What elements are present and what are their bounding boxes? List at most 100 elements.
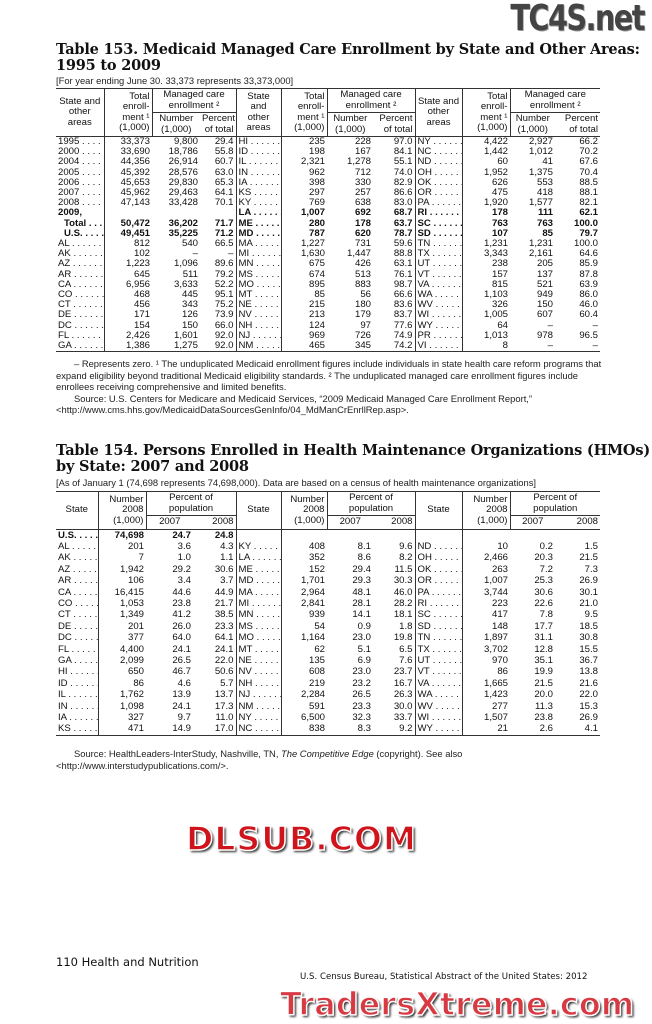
- state-label: 2008: [56, 198, 104, 208]
- percent: 71.7: [214, 218, 234, 229]
- header-state: State and other areas: [235, 88, 281, 137]
- total: 219: [280, 677, 327, 690]
- state-label: RI: [414, 208, 462, 219]
- total: 21: [461, 723, 510, 736]
- number: 21.5: [534, 677, 553, 689]
- percent: 18.1: [393, 609, 413, 621]
- percent: 75.2: [214, 300, 234, 311]
- total: 2,841: [280, 597, 327, 610]
- table-row: CO468 445 95.1MT85 56 66.6WA1,103 949 86.0: [56, 290, 600, 301]
- number: 11.3: [535, 700, 553, 712]
- total: 201: [97, 540, 146, 553]
- number: 692: [354, 208, 371, 219]
- percent: 30.6: [214, 563, 234, 575]
- state-label: DE: [56, 310, 104, 320]
- total: 3,744: [461, 586, 510, 598]
- total: 475: [461, 188, 510, 199]
- header-number: Number 2008 (1,000): [461, 491, 510, 530]
- header-state: State and other areas: [414, 88, 462, 137]
- state-label: MN: [235, 259, 281, 270]
- number: 6.9: [357, 654, 371, 666]
- percent: 24.8: [214, 529, 234, 541]
- percent: 24.1: [214, 643, 234, 655]
- total: 2,321: [280, 157, 327, 168]
- number: 607: [536, 310, 553, 321]
- number: 44.6: [172, 586, 191, 598]
- state-label: MD: [235, 228, 281, 240]
- state-label: U.S.: [56, 529, 98, 541]
- state-label: OR: [414, 188, 462, 199]
- percent: 85.9: [579, 259, 598, 270]
- percent: 63.0: [214, 167, 234, 178]
- state-label: 2005: [56, 168, 104, 178]
- percent: 21.0: [579, 597, 598, 609]
- state-label: CA: [56, 587, 98, 598]
- state-label: NE: [235, 300, 281, 311]
- state-label: NV: [235, 310, 281, 321]
- state-label: NM: [235, 700, 281, 712]
- number: 638: [354, 198, 371, 209]
- state-label: DE: [56, 621, 98, 632]
- header-number: Number 2008 (1,000): [97, 491, 146, 530]
- total: 1,630: [280, 249, 327, 260]
- percent: 9.2: [373, 723, 415, 736]
- state-label: NV: [235, 666, 281, 678]
- number: 8.6: [357, 552, 371, 564]
- number: 46.7: [172, 666, 191, 678]
- table-154: State Number 2008 (1,000) Percent of popul…: [56, 491, 600, 736]
- total: 591: [280, 700, 327, 712]
- total: 352: [280, 552, 327, 564]
- state-label: FL: [56, 644, 98, 655]
- table-row: CT1,349 41.2 38.5MN939 14.1 18.1SC417 7.8 9.5: [56, 609, 600, 621]
- total: 6,500: [280, 712, 327, 724]
- percent: 21.6: [579, 677, 598, 689]
- number: 29,830: [168, 177, 198, 188]
- percent: 89.6: [214, 259, 234, 270]
- total: 213: [280, 310, 327, 321]
- table-row: AL201 3.6 4.3KY408 8.1 9.6ND10 0.2 1.5: [56, 540, 600, 553]
- total: 408: [280, 540, 327, 553]
- state-label: WY: [414, 723, 462, 736]
- state-label: IN: [56, 701, 98, 712]
- title-line-1: Table 154. Persons Enrolled in Health Ma…: [56, 442, 650, 459]
- total: 1,164: [280, 632, 327, 644]
- state-label: ME: [235, 563, 281, 576]
- total: 1,442: [461, 147, 510, 158]
- number: 12.8: [534, 643, 553, 655]
- number: 18,786: [168, 147, 198, 158]
- state-label: NY: [414, 136, 462, 148]
- header-number: Number 2008 (1,000): [280, 491, 327, 530]
- state-label: AL: [56, 239, 104, 249]
- percent: –: [555, 341, 600, 353]
- number: 167: [354, 147, 371, 158]
- percent: 4.3: [220, 540, 234, 552]
- percent: 6.5: [399, 643, 413, 655]
- total: 223: [461, 597, 510, 610]
- percent: –: [592, 320, 598, 331]
- percent: 11.5: [394, 563, 413, 575]
- number: 36,202: [168, 218, 198, 229]
- state-label: AZ: [56, 259, 104, 269]
- table-row: DC377 64.0 64.1MO1,164 23.0 19.8TN1,897 31.1 3…: [56, 632, 600, 644]
- table-154-headnote: [As of January 1 (74,698 represents 74,6…: [56, 477, 536, 488]
- percent: 15.5: [579, 643, 598, 655]
- number: 48.1: [352, 586, 371, 598]
- percent: 23.3: [214, 620, 234, 632]
- state-label: VA: [414, 677, 462, 690]
- total: 235: [280, 136, 327, 148]
- table-row: DC154 150 66.0NH124 97 77.6WY64 – –: [56, 320, 600, 331]
- state-label: NE: [235, 654, 281, 667]
- number: 26.5: [172, 654, 191, 666]
- total: 62: [280, 643, 327, 655]
- state-label: MO: [235, 632, 281, 644]
- total: 4,422: [461, 136, 510, 148]
- percent: 79.2: [214, 269, 234, 280]
- number: 178: [354, 218, 371, 229]
- page-footer-publication: U.S. Census Bureau, Statistical Abstract…: [300, 972, 588, 982]
- total: 7: [97, 552, 146, 564]
- number: 20.0: [534, 689, 553, 701]
- state-label: MD: [235, 575, 281, 587]
- percent: 33.7: [393, 712, 413, 723]
- number: 23.3: [352, 700, 371, 712]
- total: 33,373: [103, 136, 152, 148]
